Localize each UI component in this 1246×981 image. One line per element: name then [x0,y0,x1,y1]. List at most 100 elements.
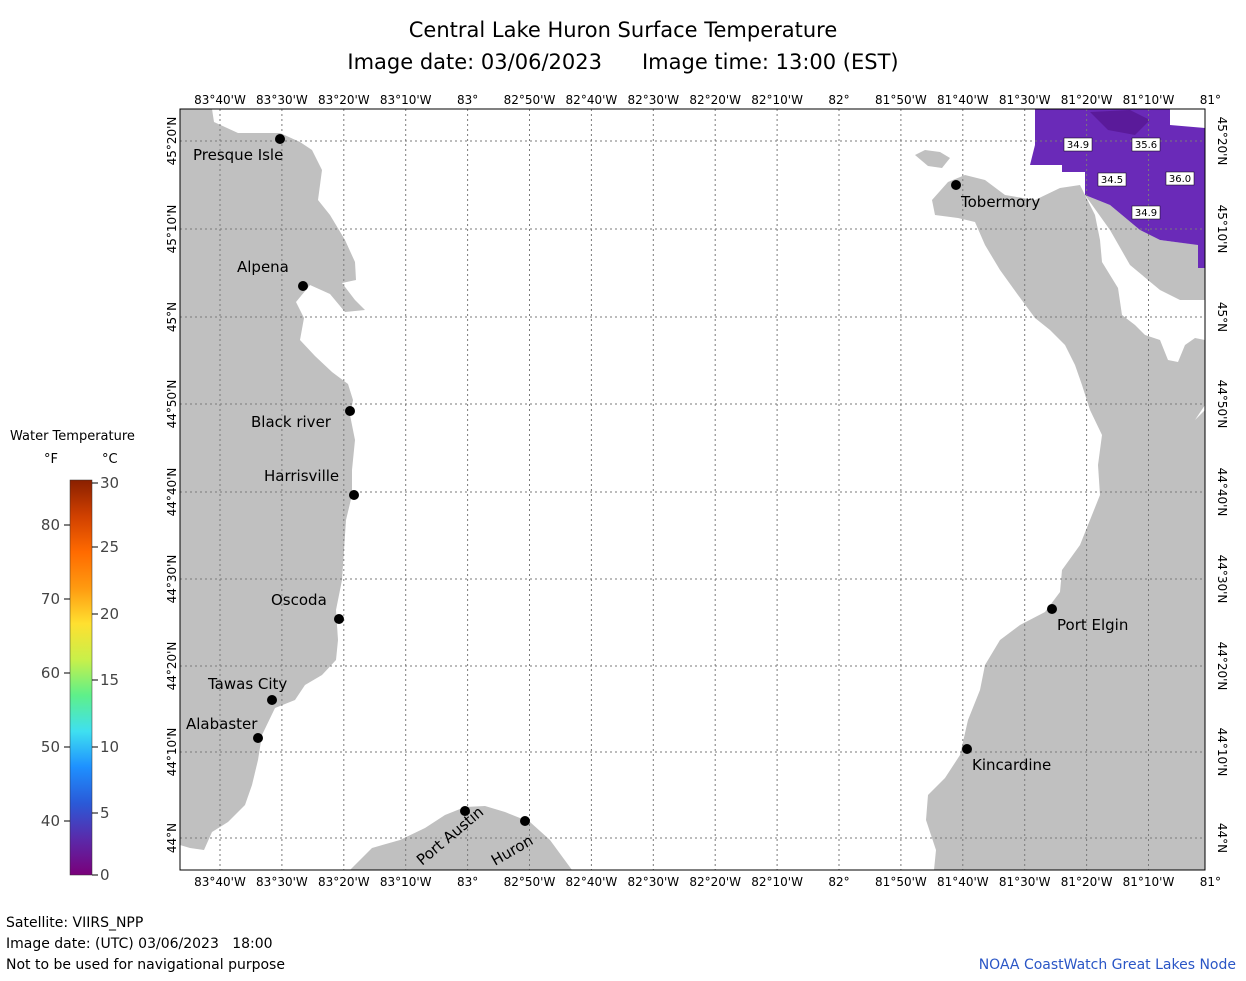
place-dot [345,406,355,416]
lon-label-top: 82°20'W [689,93,741,107]
lat-label-left: 45°10'N [165,205,179,254]
lon-label-top: 83°20'W [318,93,370,107]
legend-unit-c: °C [102,452,118,467]
footer-credit: NOAA CoastWatch Great Lakes Node [978,957,1236,973]
lon-label-bottom: 83° [457,875,478,889]
lon-label-bottom: 81°10'W [1123,875,1175,889]
temp-label: 34.9 [1067,140,1089,151]
legend-c-label: 30 [100,474,119,492]
lon-label-bottom: 82°20'W [689,875,741,889]
land-cove-island [915,150,950,168]
place-dot [275,134,285,144]
sst-patch-dark [1090,110,1150,135]
temp-label: 36.0 [1169,174,1191,185]
lon-label-bottom: 83°30'W [256,875,308,889]
lon-label-bottom: 81° [1200,875,1221,889]
lat-labels-left: 45°20'N 45°10'N 45°N 44°50'N 44°40'N 44°30'N 4… [165,117,179,854]
lon-label-top: 81°40'W [937,93,989,107]
lon-label-bottom: 82°10'W [751,875,803,889]
lon-label-top: 82°40'W [566,93,618,107]
legend-f-label: 40 [41,812,60,830]
footer-disclaimer: Not to be used for navigational purpose [6,957,285,973]
lon-label-bottom: 83°40'W [194,875,246,889]
place-dot [253,733,263,743]
lon-label-bottom: 81°40'W [937,875,989,889]
lat-label-left: 44°50'N [165,380,179,429]
lat-label-left: 45°20'N [165,117,179,166]
legend-f-label: 60 [41,664,60,682]
lat-label-right: 44°10'N [1215,728,1229,777]
lat-label-right: 44°40'N [1215,468,1229,517]
place-dot [1047,604,1057,614]
temp-label-box [1063,137,1093,152]
footer-utc-date: Image date: (UTC) 03/06/2023 18:00 [6,936,273,952]
place-label: Alpena [237,258,289,276]
legend-f-label: 80 [41,516,60,534]
place-dot [298,281,308,291]
map-subtitle: Image date: 03/06/2023 Image time: 13:00 … [0,50,1246,74]
lon-label-top: 81°50'W [875,93,927,107]
footer-satellite: Satellite: VIIRS_NPP [6,915,144,931]
place-label: Tawas City [207,675,287,693]
lat-label-left: 44°40'N [165,468,179,517]
place-dot [460,806,470,816]
place-label: Kincardine [972,756,1051,774]
legend-c-label: 0 [100,866,110,884]
lon-label-bottom: 82°40'W [566,875,618,889]
legend-c-label: 5 [100,804,110,822]
lat-labels-right: 45°20'N 45°10'N 45°N 44°50'N 44°40'N 44°30'N 4… [1215,117,1229,854]
lat-label-left: 45°N [165,302,179,332]
land-bruce-ne [1085,195,1205,300]
legend-c-label: 15 [100,671,119,689]
place-dot [267,695,277,705]
temp-label-box [1165,171,1195,186]
temp-label: 35.6 [1135,140,1157,151]
lat-label-right: 44°30'N [1215,555,1229,604]
temperature-labels: 34.9 35.6 34.5 36.0 34.9 [1063,137,1195,220]
temp-label: 34.9 [1135,208,1157,219]
lat-label-right: 44°20'N [1215,642,1229,691]
place-label: Alabaster [186,715,258,733]
lon-label-bottom: 83°10'W [380,875,432,889]
lon-labels-bottom: 83°40'W 83°30'W 83°20'W 83°10'W 83° 82°50'W 82… [194,875,1221,889]
lat-label-left: 44°N [165,823,179,853]
land-ontario [926,175,1205,870]
land-michigan [180,109,365,850]
image-time: Image time: 13:00 (EST) [641,50,899,74]
lat-lon-grid [180,109,1205,870]
lon-label-top: 81° [1200,93,1221,107]
map-frame [179,108,1206,871]
lon-label-bottom: 82°30'W [627,875,679,889]
temp-label-box [1131,137,1161,152]
lon-label-top: 83°40'W [194,93,246,107]
lat-label-right: 44°N [1215,823,1229,853]
map-title: Central Lake Huron Surface Temperature [408,18,838,42]
lon-label-top: 81°30'W [999,93,1051,107]
temp-label: 34.5 [1101,175,1123,186]
legend-colorbar: 40 50 60 70 80 0 5 10 15 20 25 30 [41,474,119,884]
lon-label-bottom: 81°20'W [1061,875,1113,889]
lat-label-right: 44°50'N [1215,380,1229,429]
legend-title: Water Temperature [10,429,135,444]
lon-label-top: 83°10'W [380,93,432,107]
lon-label-bottom: 82°50'W [504,875,556,889]
lat-label-right: 45°10'N [1215,205,1229,254]
lon-label-bottom: 83°20'W [318,875,370,889]
place-label: Presque Isle [193,146,283,164]
place-dot [520,816,530,826]
lat-label-left: 44°20'N [165,642,179,691]
lat-label-right: 45°20'N [1215,117,1229,166]
lat-label-left: 44°10'N [165,728,179,777]
temp-label-box [1097,172,1127,187]
lon-label-top: 81°10'W [1123,93,1175,107]
lon-label-top: 82°50'W [504,93,556,107]
lon-label-top: 82° [828,93,849,107]
lon-label-bottom: 81°50'W [875,875,927,889]
place-label: Port Elgin [1057,616,1128,634]
lon-label-top: 82°10'W [751,93,803,107]
legend-c-label: 25 [100,538,119,556]
place-dot [349,490,359,500]
legend-unit-f: °F [44,452,58,467]
image-date: Image date: 03/06/2023 [347,50,602,74]
